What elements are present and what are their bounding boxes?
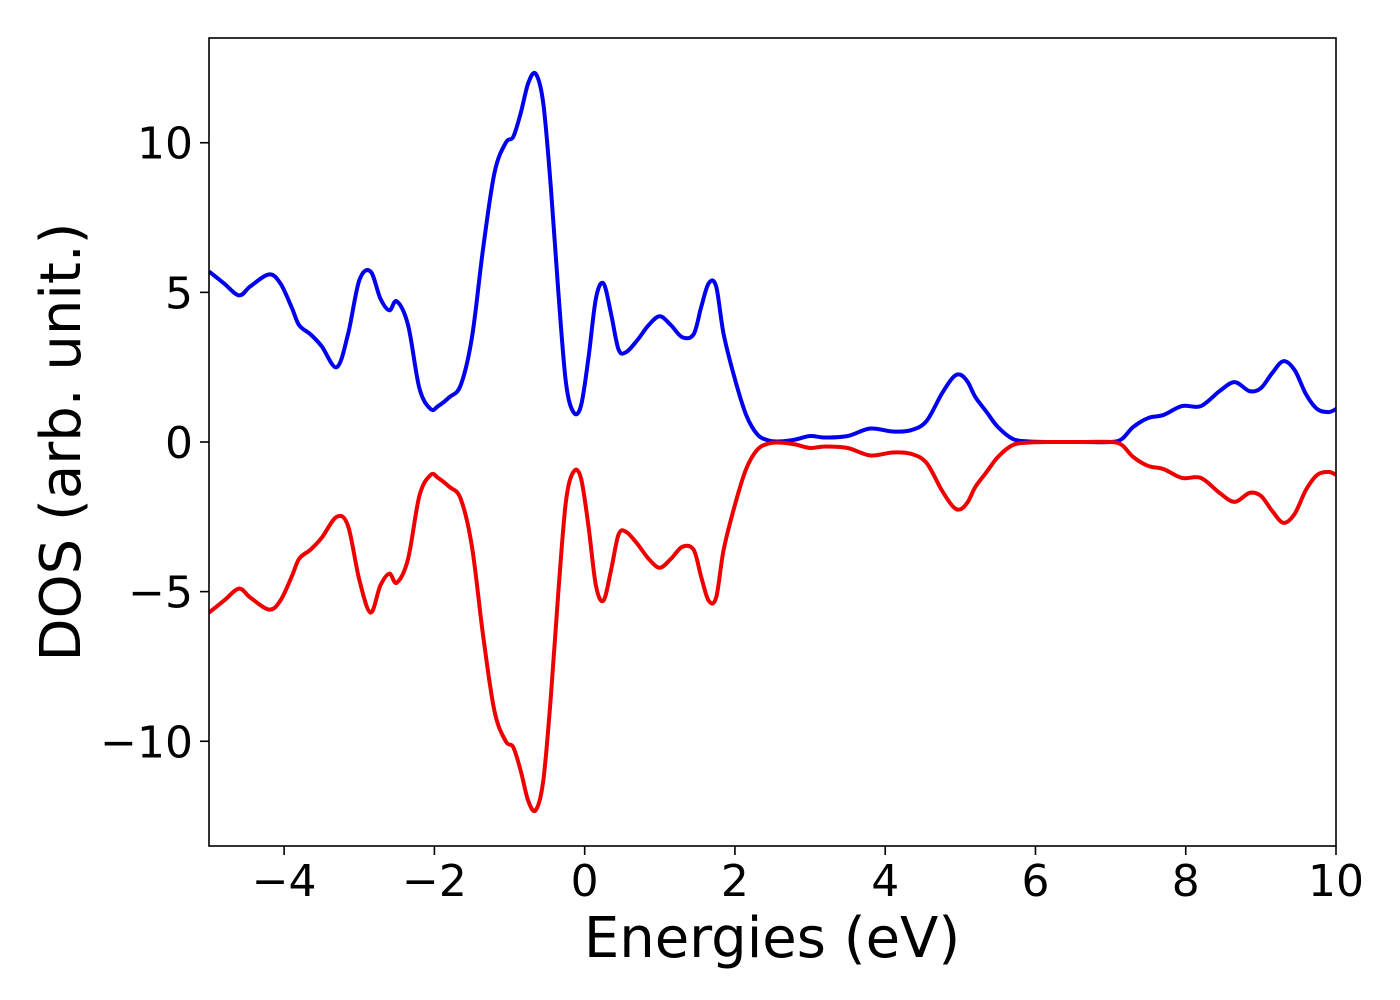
y-axis-label: DOS (arb. unit.) [29,222,94,661]
y-tick-label: −10 [100,717,193,768]
x-tick-label: −4 [252,856,317,907]
x-tick-label: 4 [871,856,899,907]
y-tick-label: 0 [165,418,193,469]
y-axis-ticks: −10 −5 0 5 10 [100,119,209,768]
x-tick-label: 0 [571,856,599,907]
x-axis-ticks: −4 −2 0 2 4 6 8 10 [252,846,1364,907]
x-tick-label: 8 [1172,856,1200,907]
x-axis-label: Energies (eV) [584,906,960,971]
dos-series-line-1 [209,70,1336,445]
y-tick-label: −5 [128,568,193,619]
y-tick-label: 10 [137,119,193,170]
series-layer [209,70,1336,814]
x-tick-label: 6 [1021,856,1049,907]
x-tick-label: 10 [1308,856,1364,907]
x-tick-label: −2 [402,856,467,907]
dos-series-line-2 [209,439,1336,814]
x-tick-label: 2 [721,856,749,907]
y-tick-label: 5 [165,268,193,319]
